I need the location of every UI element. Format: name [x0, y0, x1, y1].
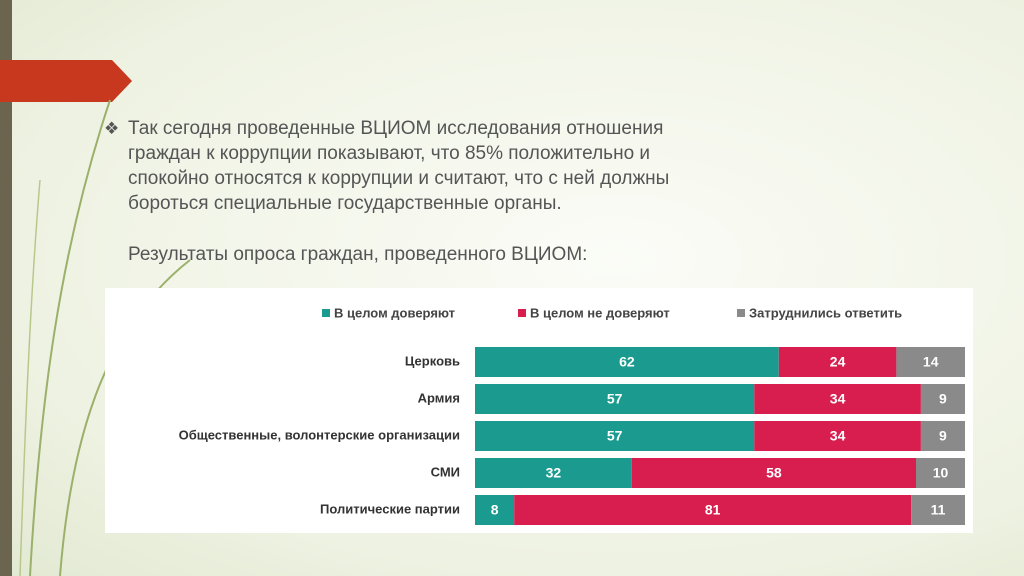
legend-swatch — [737, 309, 745, 317]
value-label: 9 — [939, 391, 947, 407]
category-label: СМИ — [431, 464, 460, 479]
value-label: 14 — [923, 354, 939, 370]
caption: Результаты опроса граждан, проведенного … — [128, 244, 588, 265]
bar-segment — [754, 384, 921, 414]
curve — [19, 179, 41, 576]
value-label: 34 — [830, 428, 846, 444]
bar-segment — [631, 458, 916, 488]
bar-segment — [475, 384, 755, 414]
value-label: 8 — [491, 502, 499, 518]
category-label: Армия — [418, 390, 460, 405]
bar-segment — [916, 458, 965, 488]
left-strip — [0, 0, 12, 576]
bar-segment — [475, 421, 755, 451]
bar-segment — [475, 347, 779, 377]
bar-segment — [514, 495, 912, 525]
bar-segment — [475, 458, 632, 488]
legend-label: В целом не доверяют — [530, 305, 670, 320]
legend-swatch — [518, 309, 526, 317]
bar-segment — [475, 495, 515, 525]
legend-swatch — [322, 309, 330, 317]
value-label: 58 — [766, 465, 782, 481]
value-label: 62 — [619, 354, 635, 370]
value-label: 11 — [931, 502, 946, 518]
curve — [29, 99, 111, 576]
value-label: 10 — [933, 465, 949, 481]
bar-segment — [920, 384, 965, 414]
paragraph: Так сегодня проведенные ВЦИОМ исследован… — [128, 118, 670, 214]
bar-segment — [911, 495, 965, 525]
value-label: 24 — [830, 354, 846, 370]
legend-label: В целом доверяют — [334, 305, 455, 320]
value-label: 9 — [939, 428, 947, 444]
bar-segment — [920, 421, 965, 451]
arrow — [0, 60, 132, 102]
legend-label: Затруднились ответить — [749, 305, 902, 320]
bar-segment — [778, 347, 897, 377]
value-label: 34 — [830, 391, 846, 407]
value-label: 81 — [705, 502, 721, 518]
value-label: 57 — [607, 428, 623, 444]
bar-segment — [896, 347, 965, 377]
category-label: Церковь — [405, 353, 460, 368]
value-label: 32 — [546, 465, 562, 481]
bar-segment — [754, 421, 921, 451]
category-label: Политические партии — [320, 501, 460, 516]
value-label: 57 — [607, 391, 623, 407]
bullet: ❖ — [104, 119, 120, 138]
category-label: Общественные, волонтерские организации — [179, 427, 460, 442]
